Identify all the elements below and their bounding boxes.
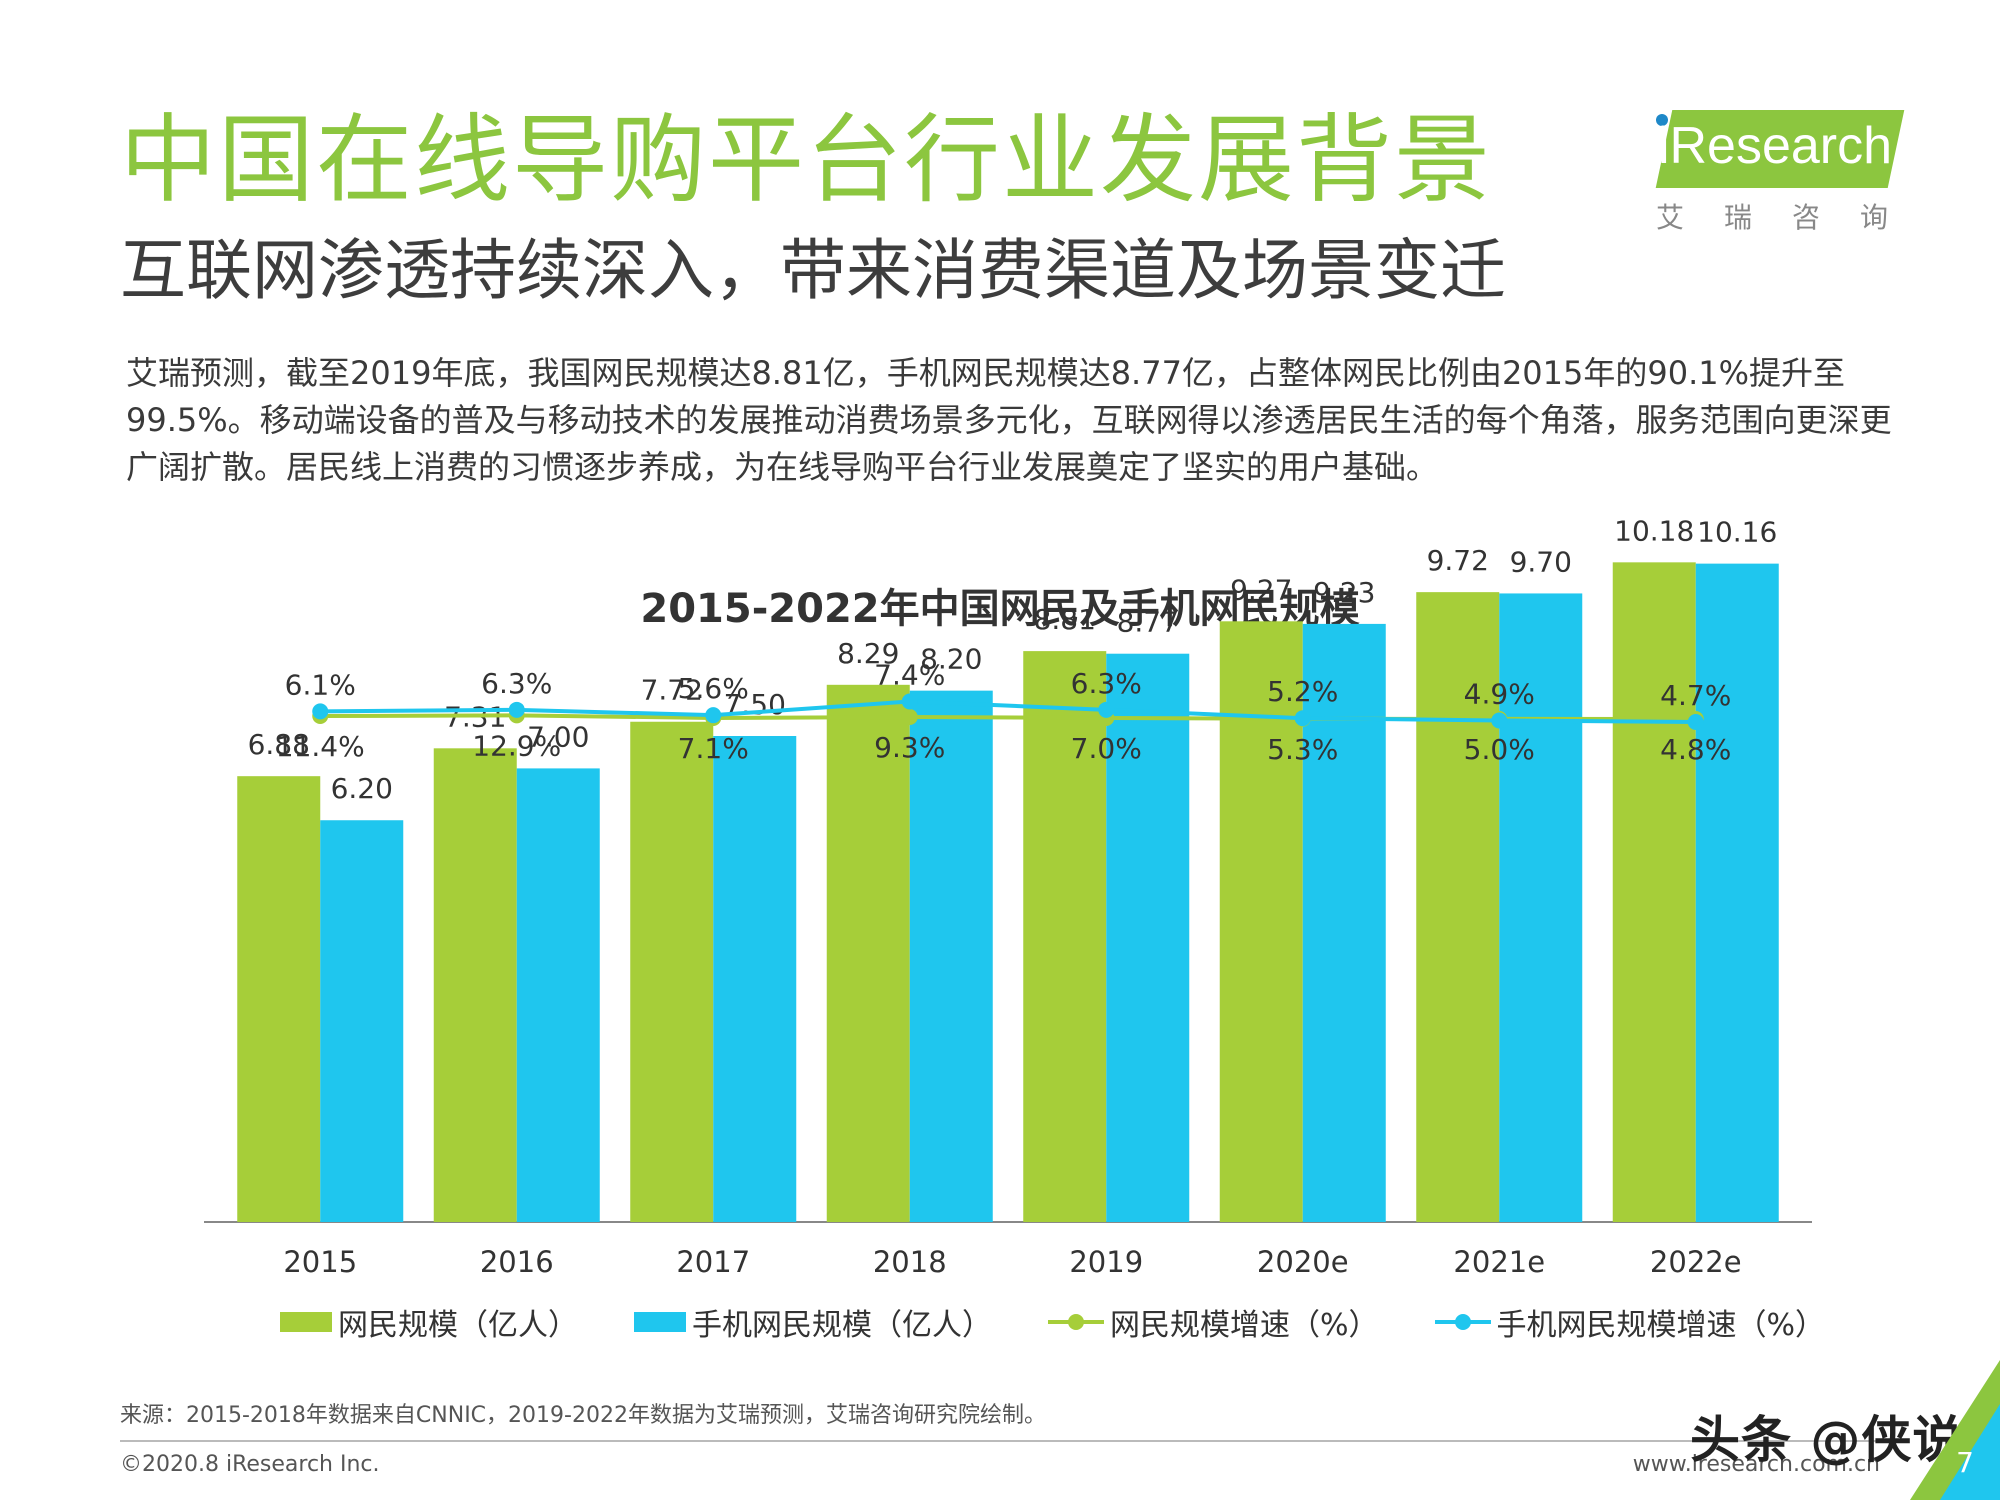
mobile-growth-label: 4.9%	[1464, 677, 1535, 710]
netizen-growth-label: 9.3%	[874, 731, 945, 764]
bar-mobile	[1499, 593, 1583, 1222]
point-mobile-growth	[1687, 714, 1704, 730]
x-tick-label: 2019	[1069, 1245, 1143, 1279]
chart-legend: 网民规模（亿人） 手机网民规模（亿人） 网民规模增速（%） 手机网民规模增速（%…	[280, 1300, 1881, 1344]
mobile-growth-label: 4.7%	[1660, 679, 1731, 712]
netizen-growth-label: 7.1%	[678, 732, 749, 765]
logo-brand: iResearch	[1657, 117, 1893, 175]
bar-value-label: 9.70	[1510, 545, 1572, 578]
legend-line-mobile-growth	[1434, 1312, 1491, 1332]
intro-paragraph: 艾瑞预测，截至2019年底，我国网民规模达8.81亿，手机网民规模达8.77亿，…	[126, 354, 1892, 486]
legend-label-mobile: 手机网民规模（亿人）	[692, 1308, 992, 1343]
netizen-growth-label: 5.3%	[1267, 733, 1338, 766]
logo-dot	[1656, 114, 1668, 126]
legend-swatch-mobile	[634, 1312, 686, 1332]
point-mobile-growth	[1098, 701, 1115, 718]
bar-netizens	[433, 748, 517, 1222]
point-netizen-growth	[901, 708, 918, 725]
bar-netizens	[1416, 592, 1500, 1222]
page-title: 中国在线导购平台行业发展背景	[120, 104, 1492, 216]
bar-value-label: 7.72	[641, 674, 703, 707]
page-subtitle: 互联网渗透持续深入，带来消费渠道及场景变迁	[120, 232, 1506, 309]
bar-value-label: 8.81	[1034, 603, 1096, 636]
legend-item-netizen-growth: 网民规模增速（%）	[1048, 1300, 1379, 1344]
bar-netizens	[826, 684, 910, 1222]
x-tick-label: 2021e	[1453, 1245, 1545, 1279]
bar-mobile	[516, 768, 600, 1222]
point-mobile-growth	[1491, 712, 1508, 729]
bar-value-label: 9.27	[1230, 573, 1292, 606]
point-mobile-growth	[1294, 710, 1311, 727]
x-tick-label: 2020e	[1257, 1245, 1349, 1279]
mobile-growth-label: 7.4%	[874, 658, 945, 691]
bar-value-label: 8.20	[920, 643, 982, 676]
line-mobile-growth	[320, 699, 1696, 724]
legend-label-netizen-growth: 网民规模增速（%）	[1110, 1308, 1379, 1343]
bar-value-label: 9.23	[1313, 576, 1375, 609]
x-tick-label: 2018	[873, 1245, 947, 1279]
iresearch-logo: iResearch 艾瑞咨询	[1650, 104, 1905, 234]
bar-netizens	[630, 721, 714, 1222]
netizen-growth-label: 5.0%	[1464, 733, 1535, 766]
bar-value-label: 9.72	[1427, 544, 1489, 577]
point-mobile-growth	[705, 707, 722, 724]
legend-label-netizens: 网民规模（亿人）	[338, 1308, 578, 1343]
bar-value-label: 7.00	[527, 720, 589, 753]
copyright: ©2020.8 iResearch Inc.	[120, 1452, 380, 1477]
source-note: 来源：2015-2018年数据来自CNNIC，2019-2022年数据为艾瑞预测…	[120, 1403, 1046, 1428]
bar-mobile	[713, 736, 797, 1222]
logo-cn-name: 艾瑞咨询	[1656, 201, 1929, 234]
netizen-growth-label: 11.4%	[276, 730, 365, 763]
bar-mobile	[1106, 653, 1190, 1222]
bar-mobile	[1302, 623, 1386, 1222]
bar-netizens	[1219, 621, 1303, 1222]
bar-mobile	[909, 690, 993, 1222]
bar-value-label: 10.18	[1614, 514, 1694, 547]
legend-item-mobile: 手机网民规模（亿人）	[634, 1300, 992, 1344]
x-tick-label: 2015	[283, 1245, 357, 1279]
point-mobile-growth	[508, 701, 525, 718]
bar-value-label: 8.29	[837, 637, 899, 670]
mobile-growth-label: 5.6%	[678, 672, 749, 705]
legend-line-netizen-growth	[1048, 1312, 1104, 1332]
netizen-growth-label: 7.0%	[1071, 732, 1142, 765]
point-mobile-growth	[901, 693, 918, 710]
mobile-growth-label: 6.3%	[481, 667, 552, 700]
netizen-growth-label: 4.8%	[1660, 733, 1731, 766]
corner-decoration-blue	[1940, 1404, 2000, 1500]
x-tick-label: 2016	[480, 1245, 554, 1279]
mobile-growth-label: 6.3%	[1071, 667, 1142, 700]
website-link[interactable]: www.iresearch.com.cn	[1632, 1452, 1880, 1477]
bar-value-label: 10.16	[1697, 516, 1777, 549]
legend-swatch-netizens	[280, 1312, 332, 1332]
bar-mobile	[1695, 563, 1779, 1222]
legend-label-mobile-growth: 手机网民规模增速（%）	[1496, 1308, 1826, 1343]
bar-value-label: 6.20	[331, 772, 393, 805]
bar-mobile	[320, 820, 404, 1222]
mobile-growth-label: 5.2%	[1267, 675, 1338, 708]
x-tick-label: 2022e	[1650, 1245, 1742, 1279]
bar-value-label: 8.77	[1117, 606, 1179, 639]
footer-divider	[120, 1440, 1880, 1442]
legend-item-mobile-growth: 手机网民规模增速（%）	[1434, 1300, 1826, 1344]
page-number: 7	[1956, 1446, 1974, 1479]
mobile-growth-label: 6.1%	[285, 668, 356, 701]
netizen-growth-label: 12.9%	[472, 729, 561, 762]
bar-netizens	[1612, 562, 1696, 1222]
bar-netizens	[237, 776, 321, 1222]
x-tick-label: 2017	[676, 1245, 750, 1279]
bar-value-label: 6.88	[248, 728, 310, 761]
point-mobile-growth	[312, 703, 329, 720]
bar-netizens	[1023, 651, 1107, 1222]
legend-item-netizens: 网民规模（亿人）	[280, 1300, 578, 1344]
